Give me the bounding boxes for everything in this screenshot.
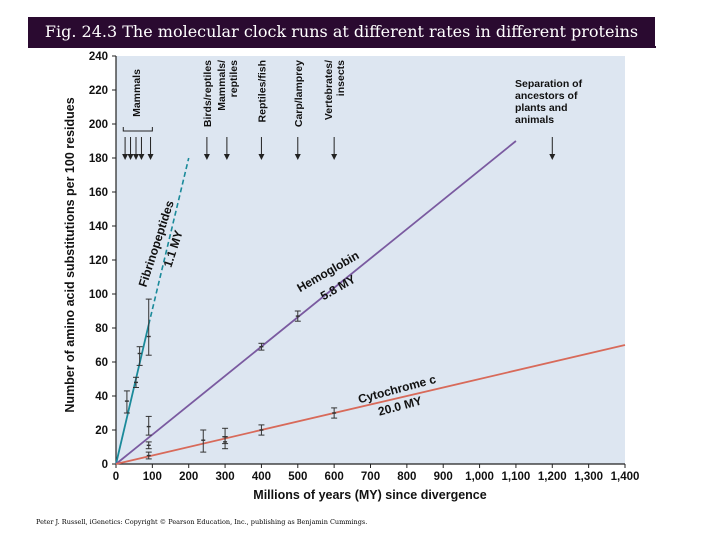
data-point (132, 376, 139, 388)
divergence-label: Birds/reptiles (202, 60, 214, 127)
y-tick-label: 0 (102, 459, 108, 471)
divergence-annotation: Reptiles/fish (256, 60, 268, 160)
y-tick-label: 80 (95, 323, 108, 335)
data-point (331, 407, 338, 419)
divergence-annotation: Mammals/reptiles (216, 60, 240, 160)
x-tick-label: 1,100 (502, 471, 531, 483)
series-line (115, 324, 150, 465)
x-tick-label: 500 (288, 471, 307, 483)
x-tick-label: 1,000 (465, 471, 494, 483)
mammals-label: Mammals (131, 69, 143, 117)
arrow-head (127, 154, 134, 160)
mammals-bracket-group: Mammals (122, 69, 154, 160)
divergence-arrow (258, 137, 265, 160)
x-tick-label: 800 (397, 471, 416, 483)
arrow-head (132, 154, 139, 160)
divergence-annotation: Vertebrates/insects (323, 60, 347, 160)
series-hemoglobin (115, 140, 517, 465)
divergence-label: reptiles (228, 60, 240, 98)
series-dashed-extension (147, 157, 190, 325)
divergence-arrow (223, 137, 230, 160)
divergence-annotation: Carp/lamprey (293, 60, 305, 160)
divergence-label: Reptiles/fish (256, 60, 268, 122)
figure-title-bar: Fig. 24.3 The molecular clock runs at di… (28, 17, 655, 48)
y-axis-label: Number of amino acid substitutions per 1… (63, 97, 77, 412)
divergence-label: insects (335, 60, 347, 96)
x-axis-label: Millions of years (MY) since divergence (253, 488, 486, 502)
series-fibrinopeptides (115, 157, 190, 465)
y-tick-label: 220 (89, 85, 108, 97)
x-tick-label: 100 (143, 471, 162, 483)
divergence-arrow (203, 137, 210, 160)
y-tick-label: 240 (89, 51, 108, 63)
y-tick-label: 140 (89, 221, 108, 233)
arrow-head (138, 154, 145, 160)
arrow-head (258, 154, 265, 160)
data-point (145, 298, 152, 356)
arrow-head (549, 154, 556, 160)
divergence-arrow (549, 137, 556, 160)
mammals-arrow (147, 137, 154, 160)
divergence-label: Mammals/ (216, 60, 228, 111)
data-point (145, 441, 152, 450)
x-tick-label: 900 (434, 471, 453, 483)
y-tick-label: 20 (95, 425, 108, 437)
axes-layer: 0 20 40 60 80 100 120 140 160 180 200 220 240 0 100 200… (89, 51, 640, 483)
arrow-head (147, 154, 154, 160)
data-point (145, 415, 152, 436)
arrow-head (294, 154, 301, 160)
x-tick-label: 300 (215, 471, 234, 483)
y-tick-label: 120 (89, 255, 108, 267)
y-tick-label: 100 (89, 289, 108, 301)
copyright-footer: Peter J. Russell, iGenetics: Copyright ©… (36, 518, 368, 526)
y-tick-label: 160 (89, 187, 108, 199)
x-tick-label: 1,300 (574, 471, 603, 483)
series-line (115, 140, 517, 465)
x-tick-label: 400 (252, 471, 271, 483)
divergence-arrow (294, 137, 301, 160)
data-point (145, 451, 152, 460)
y-tick-label: 200 (89, 119, 108, 131)
series-cytochrome-c (115, 344, 626, 465)
series-layer (115, 140, 626, 465)
data-point (222, 427, 229, 445)
figure-title: Fig. 24.3 The molecular clock runs at di… (44, 22, 639, 41)
divergence-label: plants and (515, 102, 568, 114)
y-tick-label: 60 (95, 357, 108, 369)
y-tick-label: 40 (95, 391, 108, 403)
data-point (294, 310, 301, 322)
x-tick-label: 1,200 (538, 471, 567, 483)
data-point (258, 342, 265, 351)
divergence-label: Separation of (515, 78, 583, 90)
mammals-arrow (132, 137, 139, 160)
x-tick-label: 600 (325, 471, 344, 483)
data-point (200, 429, 207, 453)
mammals-arrow (122, 137, 129, 160)
arrow-head (223, 154, 230, 160)
data-point (258, 424, 265, 436)
divergence-label: Vertebrates/ (323, 60, 335, 120)
arrow-head (331, 154, 338, 160)
divergence-label: animals (515, 114, 554, 126)
series-line (115, 344, 626, 465)
mammals-arrow (127, 137, 134, 160)
x-tick-label: 200 (179, 471, 198, 483)
x-tick-label: 0 (113, 471, 119, 483)
title-underline-accent (648, 46, 656, 48)
x-tick-label: 700 (361, 471, 380, 483)
divergence-annotation: Birds/reptiles (202, 60, 214, 160)
y-tick-label: 180 (89, 153, 108, 165)
arrow-head (203, 154, 210, 160)
data-point (136, 346, 143, 366)
arrow-head (122, 154, 129, 160)
divergence-label: Carp/lamprey (293, 60, 305, 127)
data-point (123, 390, 130, 414)
x-tick-label: 1,400 (611, 471, 640, 483)
divergence-label: ancestors of (515, 90, 578, 102)
mammals-bracket (122, 127, 153, 132)
divergence-arrow (331, 137, 338, 160)
mammals-arrow (138, 137, 145, 160)
